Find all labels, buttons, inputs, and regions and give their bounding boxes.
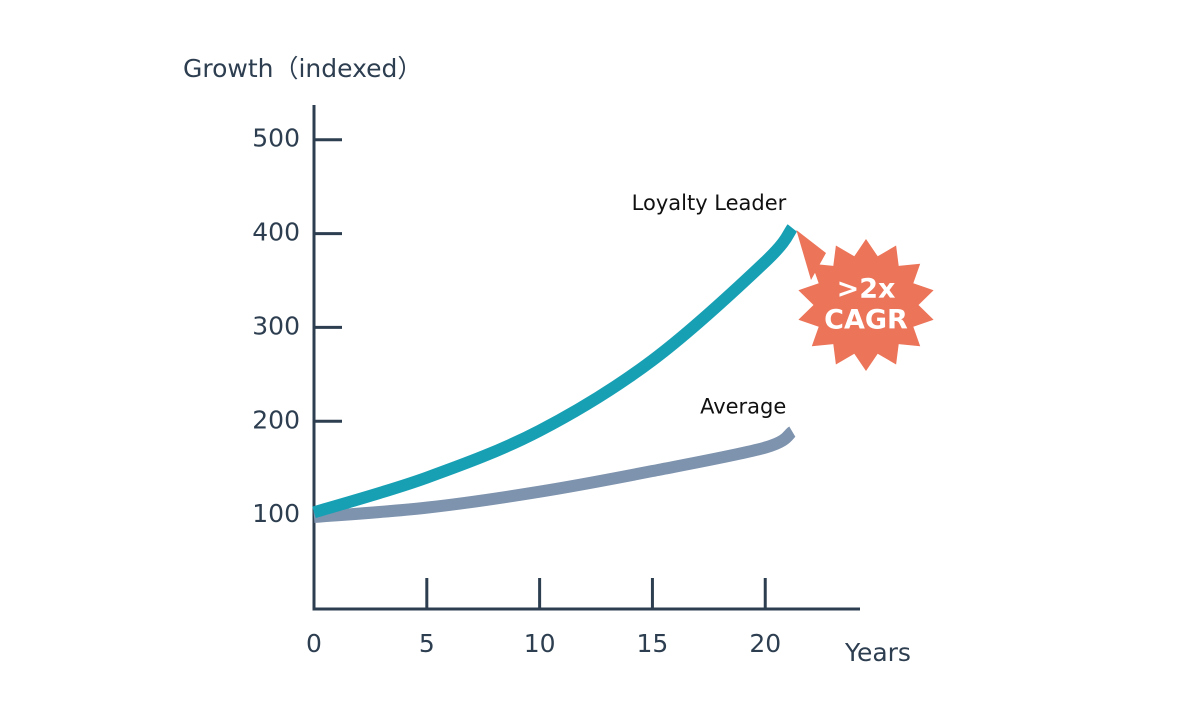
series-label: Loyalty Leader bbox=[632, 191, 787, 215]
y-tick-label: 200 bbox=[252, 405, 300, 434]
callout-text: >2x bbox=[837, 274, 896, 305]
y-tick-label: 300 bbox=[252, 311, 300, 340]
x-tick-label: 20 bbox=[749, 629, 781, 658]
series-label: Average bbox=[700, 395, 786, 419]
series-line bbox=[312, 224, 798, 519]
x-axis-label: Years bbox=[844, 638, 911, 667]
y-tick-label: 500 bbox=[252, 124, 300, 153]
x-tick-label: 15 bbox=[637, 629, 669, 658]
x-tick-label: 0 bbox=[306, 629, 322, 658]
x-tick-label: 5 bbox=[419, 629, 435, 658]
callout-text: CAGR bbox=[824, 305, 908, 336]
callout-burst bbox=[798, 239, 934, 371]
x-tick-label: 10 bbox=[524, 629, 556, 658]
y-tick-label: 400 bbox=[252, 218, 300, 247]
y-axis-label: Growth（indexed） bbox=[183, 54, 422, 83]
series-line bbox=[313, 426, 797, 524]
y-tick-label: 100 bbox=[252, 499, 300, 528]
callout-pointer bbox=[796, 229, 826, 280]
